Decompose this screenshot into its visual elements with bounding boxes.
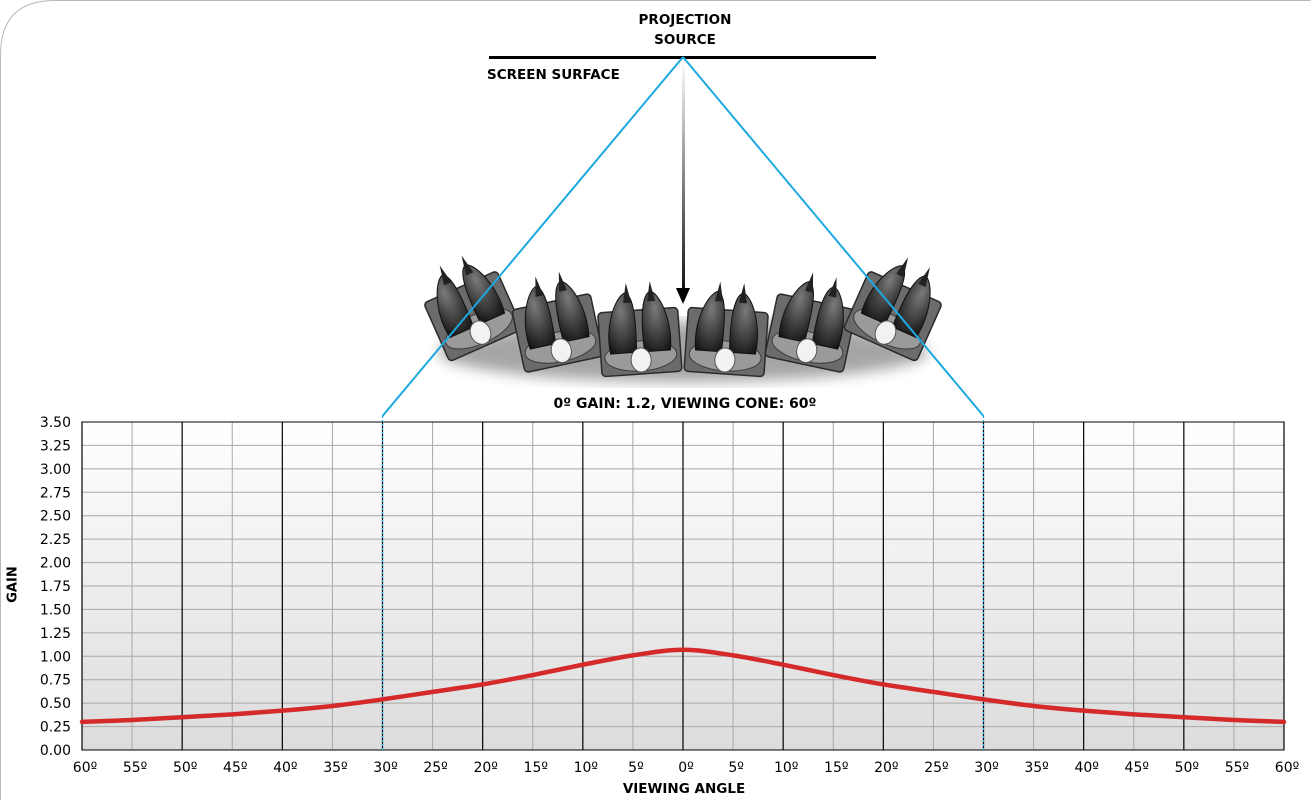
- x-tick-label: 20º: [874, 760, 898, 776]
- x-tick-label: 60º: [73, 760, 97, 776]
- x-tick-label: 50º: [173, 760, 197, 776]
- x-tick-label: 5º: [628, 760, 644, 776]
- x-tick-label: 60º: [1275, 760, 1299, 776]
- x-tick-label: 5º: [728, 760, 744, 776]
- x-tick-label: 40º: [1074, 760, 1098, 776]
- projection-label-line1: PROJECTION: [638, 12, 732, 28]
- x-tick-label: 55º: [1225, 760, 1249, 776]
- seat-block: [597, 281, 683, 378]
- x-tick-label: 45º: [1125, 760, 1149, 776]
- y-tick-label: 2.75: [40, 485, 71, 501]
- x-tick-label: 25º: [423, 760, 447, 776]
- y-tick-label: 3.50: [40, 415, 71, 431]
- y-tick-label: 2.50: [40, 509, 71, 525]
- x-tick-label: 55º: [123, 760, 147, 776]
- x-tick-label: 10º: [774, 760, 798, 776]
- y-tick-label: 0.25: [40, 720, 71, 736]
- x-tick-label: 15º: [524, 760, 548, 776]
- x-tick-label: 30º: [974, 760, 998, 776]
- y-tick-label: 1.50: [40, 602, 71, 618]
- cone-line: [682, 56, 985, 417]
- x-tick-label: 0º: [678, 760, 694, 776]
- seat-block: [511, 271, 604, 373]
- x-tick-label: 10º: [574, 760, 598, 776]
- x-tick-label: 45º: [223, 760, 247, 776]
- theater-seating-rows-icon: [424, 255, 942, 382]
- y-tick-label: 0.75: [40, 673, 71, 689]
- plot-border: [81, 421, 1285, 751]
- x-tick-label: 30º: [373, 760, 397, 776]
- y-tick-label: 0.50: [40, 696, 71, 712]
- y-tick-label: 3.00: [40, 462, 71, 478]
- y-tick-label: 1.00: [40, 649, 71, 665]
- chart-axes: 0.00 0.25 0.50 0.75 1.00 1.25 1.50 1.75 2.00 2.25…: [40, 415, 1299, 776]
- projection-label-line2: SOURCE: [654, 32, 716, 48]
- x-tick-label: 15º: [824, 760, 848, 776]
- y-tick-label: 2.25: [40, 532, 71, 548]
- x-tick-label: 20º: [473, 760, 497, 776]
- seat-block: [683, 281, 769, 378]
- projection-arrow-icon: [676, 60, 690, 304]
- y-tick-label: 3.25: [40, 438, 71, 454]
- y-tick-label: 2.00: [40, 556, 71, 572]
- seat-block: [764, 272, 857, 373]
- cone-line: [381, 56, 684, 417]
- gain-curve-layer: [79, 647, 1287, 725]
- x-tick-label: 35º: [323, 760, 347, 776]
- y-tick-label: 1.75: [40, 579, 71, 595]
- y-tick-label: 0.00: [40, 743, 71, 759]
- x-tick-label: 40º: [273, 760, 297, 776]
- y-tick-label: 1.25: [40, 626, 71, 642]
- chart-title: 0º GAIN: 1.2, VIEWING CONE: 60º: [553, 396, 817, 412]
- viewing-cone-lines: [381, 56, 985, 750]
- chart-grid: [81, 421, 1285, 751]
- x-tick-label: 25º: [924, 760, 948, 776]
- screen-surface-label: SCREEN SURFACE: [487, 67, 620, 83]
- x-tick-label: 50º: [1175, 760, 1199, 776]
- projection-source-label: PROJECTION SOURCE: [600, 10, 770, 50]
- seat-block: [843, 257, 942, 362]
- x-tick-label: 35º: [1024, 760, 1048, 776]
- x-axis-label: VIEWING ANGLE: [622, 781, 746, 797]
- y-axis-label: GAIN: [5, 566, 21, 603]
